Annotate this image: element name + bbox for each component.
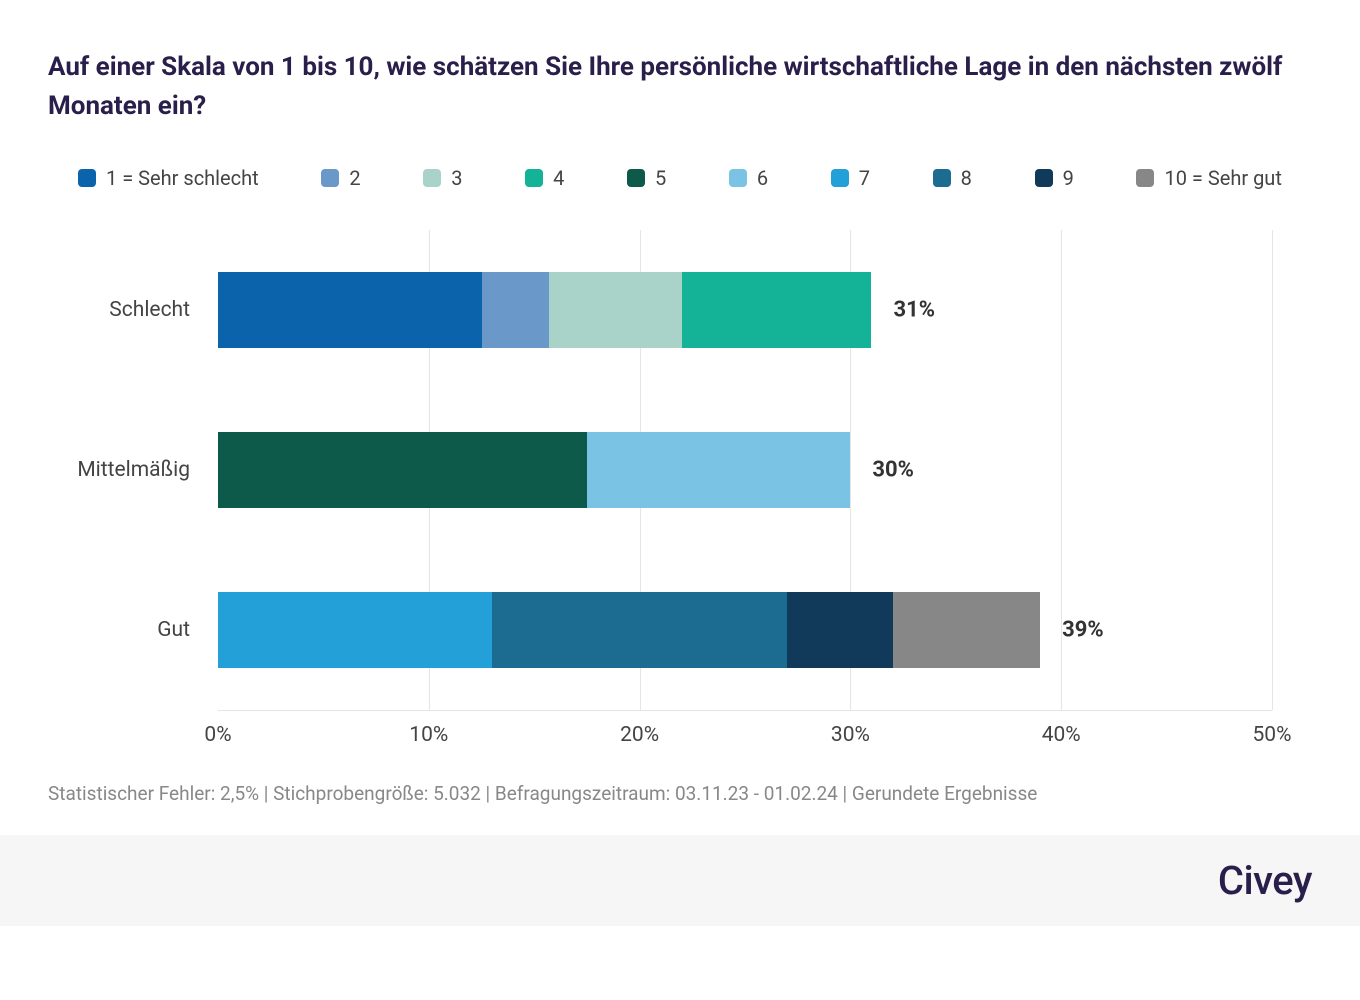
- legend-item: 2: [321, 166, 360, 190]
- legend-label: 6: [757, 166, 768, 190]
- legend-swatch: [627, 169, 645, 187]
- legend-label: 5: [655, 166, 666, 190]
- legend-item: 6: [729, 166, 768, 190]
- legend-label: 10 = Sehr gut: [1164, 166, 1281, 190]
- legend-swatch: [525, 169, 543, 187]
- bar-segment: [482, 272, 549, 348]
- legend-swatch: [933, 169, 951, 187]
- bar-segment: [218, 592, 492, 668]
- category-label: Gut: [157, 618, 190, 642]
- legend-label: 1 = Sehr schlecht: [106, 166, 259, 190]
- legend-label: 4: [553, 166, 564, 190]
- x-tick-label: 20%: [620, 723, 659, 747]
- legend-item: 8: [933, 166, 972, 190]
- bar-segment: [218, 272, 482, 348]
- legend-item: 7: [831, 166, 870, 190]
- bar-track: 30%: [218, 432, 1272, 508]
- chart-title: Auf einer Skala von 1 bis 10, wie schätz…: [48, 48, 1312, 126]
- legend-item: 9: [1035, 166, 1074, 190]
- legend-item: 4: [525, 166, 564, 190]
- legend-swatch: [729, 169, 747, 187]
- legend-swatch: [1136, 169, 1154, 187]
- bar-total-label: 39%: [1062, 618, 1104, 643]
- legend-label: 8: [961, 166, 972, 190]
- x-tick-label: 50%: [1253, 723, 1292, 747]
- legend: 1 = Sehr schlecht 2 3 4 5 6 7 8 9 10 = Sehr gut: [48, 166, 1312, 190]
- legend-item: 5: [627, 166, 666, 190]
- x-tick-label: 40%: [1042, 723, 1081, 747]
- bar-segment: [549, 272, 682, 348]
- category-label: Schlecht: [109, 298, 190, 322]
- plot-area: Schlecht31%Mittelmäßig30%Gut39% 0%10%20%…: [218, 230, 1272, 750]
- legend-label: 7: [859, 166, 870, 190]
- bar-segment: [787, 592, 892, 668]
- bar-segment: [492, 592, 787, 668]
- x-tick-label: 30%: [831, 723, 870, 747]
- x-tick-label: 0%: [204, 723, 231, 747]
- bar-segment: [587, 432, 851, 508]
- bar-total-label: 30%: [872, 458, 914, 483]
- bar-row: Schlecht31%: [218, 230, 1272, 390]
- legend-item: 1 = Sehr schlecht: [78, 166, 259, 190]
- bar-row: Gut39%: [218, 550, 1272, 710]
- footnote: Statistischer Fehler: 2,5% | Stichproben…: [48, 782, 1312, 805]
- bar-segment: [682, 272, 872, 348]
- legend-swatch: [423, 169, 441, 187]
- legend-swatch: [78, 169, 96, 187]
- legend-label: 2: [349, 166, 360, 190]
- brand-logo: Civey: [1218, 857, 1312, 904]
- bar-segment: [893, 592, 1041, 668]
- gridline: [1272, 230, 1273, 710]
- bar-track: 39%: [218, 592, 1272, 668]
- legend-item: 3: [423, 166, 462, 190]
- bar-track: 31%: [218, 272, 1272, 348]
- legend-label: 3: [451, 166, 462, 190]
- x-tick-label: 10%: [409, 723, 448, 747]
- bar-row: Mittelmäßig30%: [218, 390, 1272, 550]
- legend-swatch: [1035, 169, 1053, 187]
- legend-label: 9: [1063, 166, 1074, 190]
- legend-swatch: [831, 169, 849, 187]
- bar-segment: [218, 432, 587, 508]
- x-axis: 0%10%20%30%40%50%: [218, 710, 1272, 750]
- legend-swatch: [321, 169, 339, 187]
- legend-item: 10 = Sehr gut: [1136, 166, 1281, 190]
- bars-container: Schlecht31%Mittelmäßig30%Gut39%: [218, 230, 1272, 710]
- category-label: Mittelmäßig: [77, 458, 190, 482]
- chart-container: Auf einer Skala von 1 bis 10, wie schätz…: [0, 0, 1360, 805]
- bar-total-label: 31%: [893, 298, 935, 323]
- footer: Civey: [0, 835, 1360, 926]
